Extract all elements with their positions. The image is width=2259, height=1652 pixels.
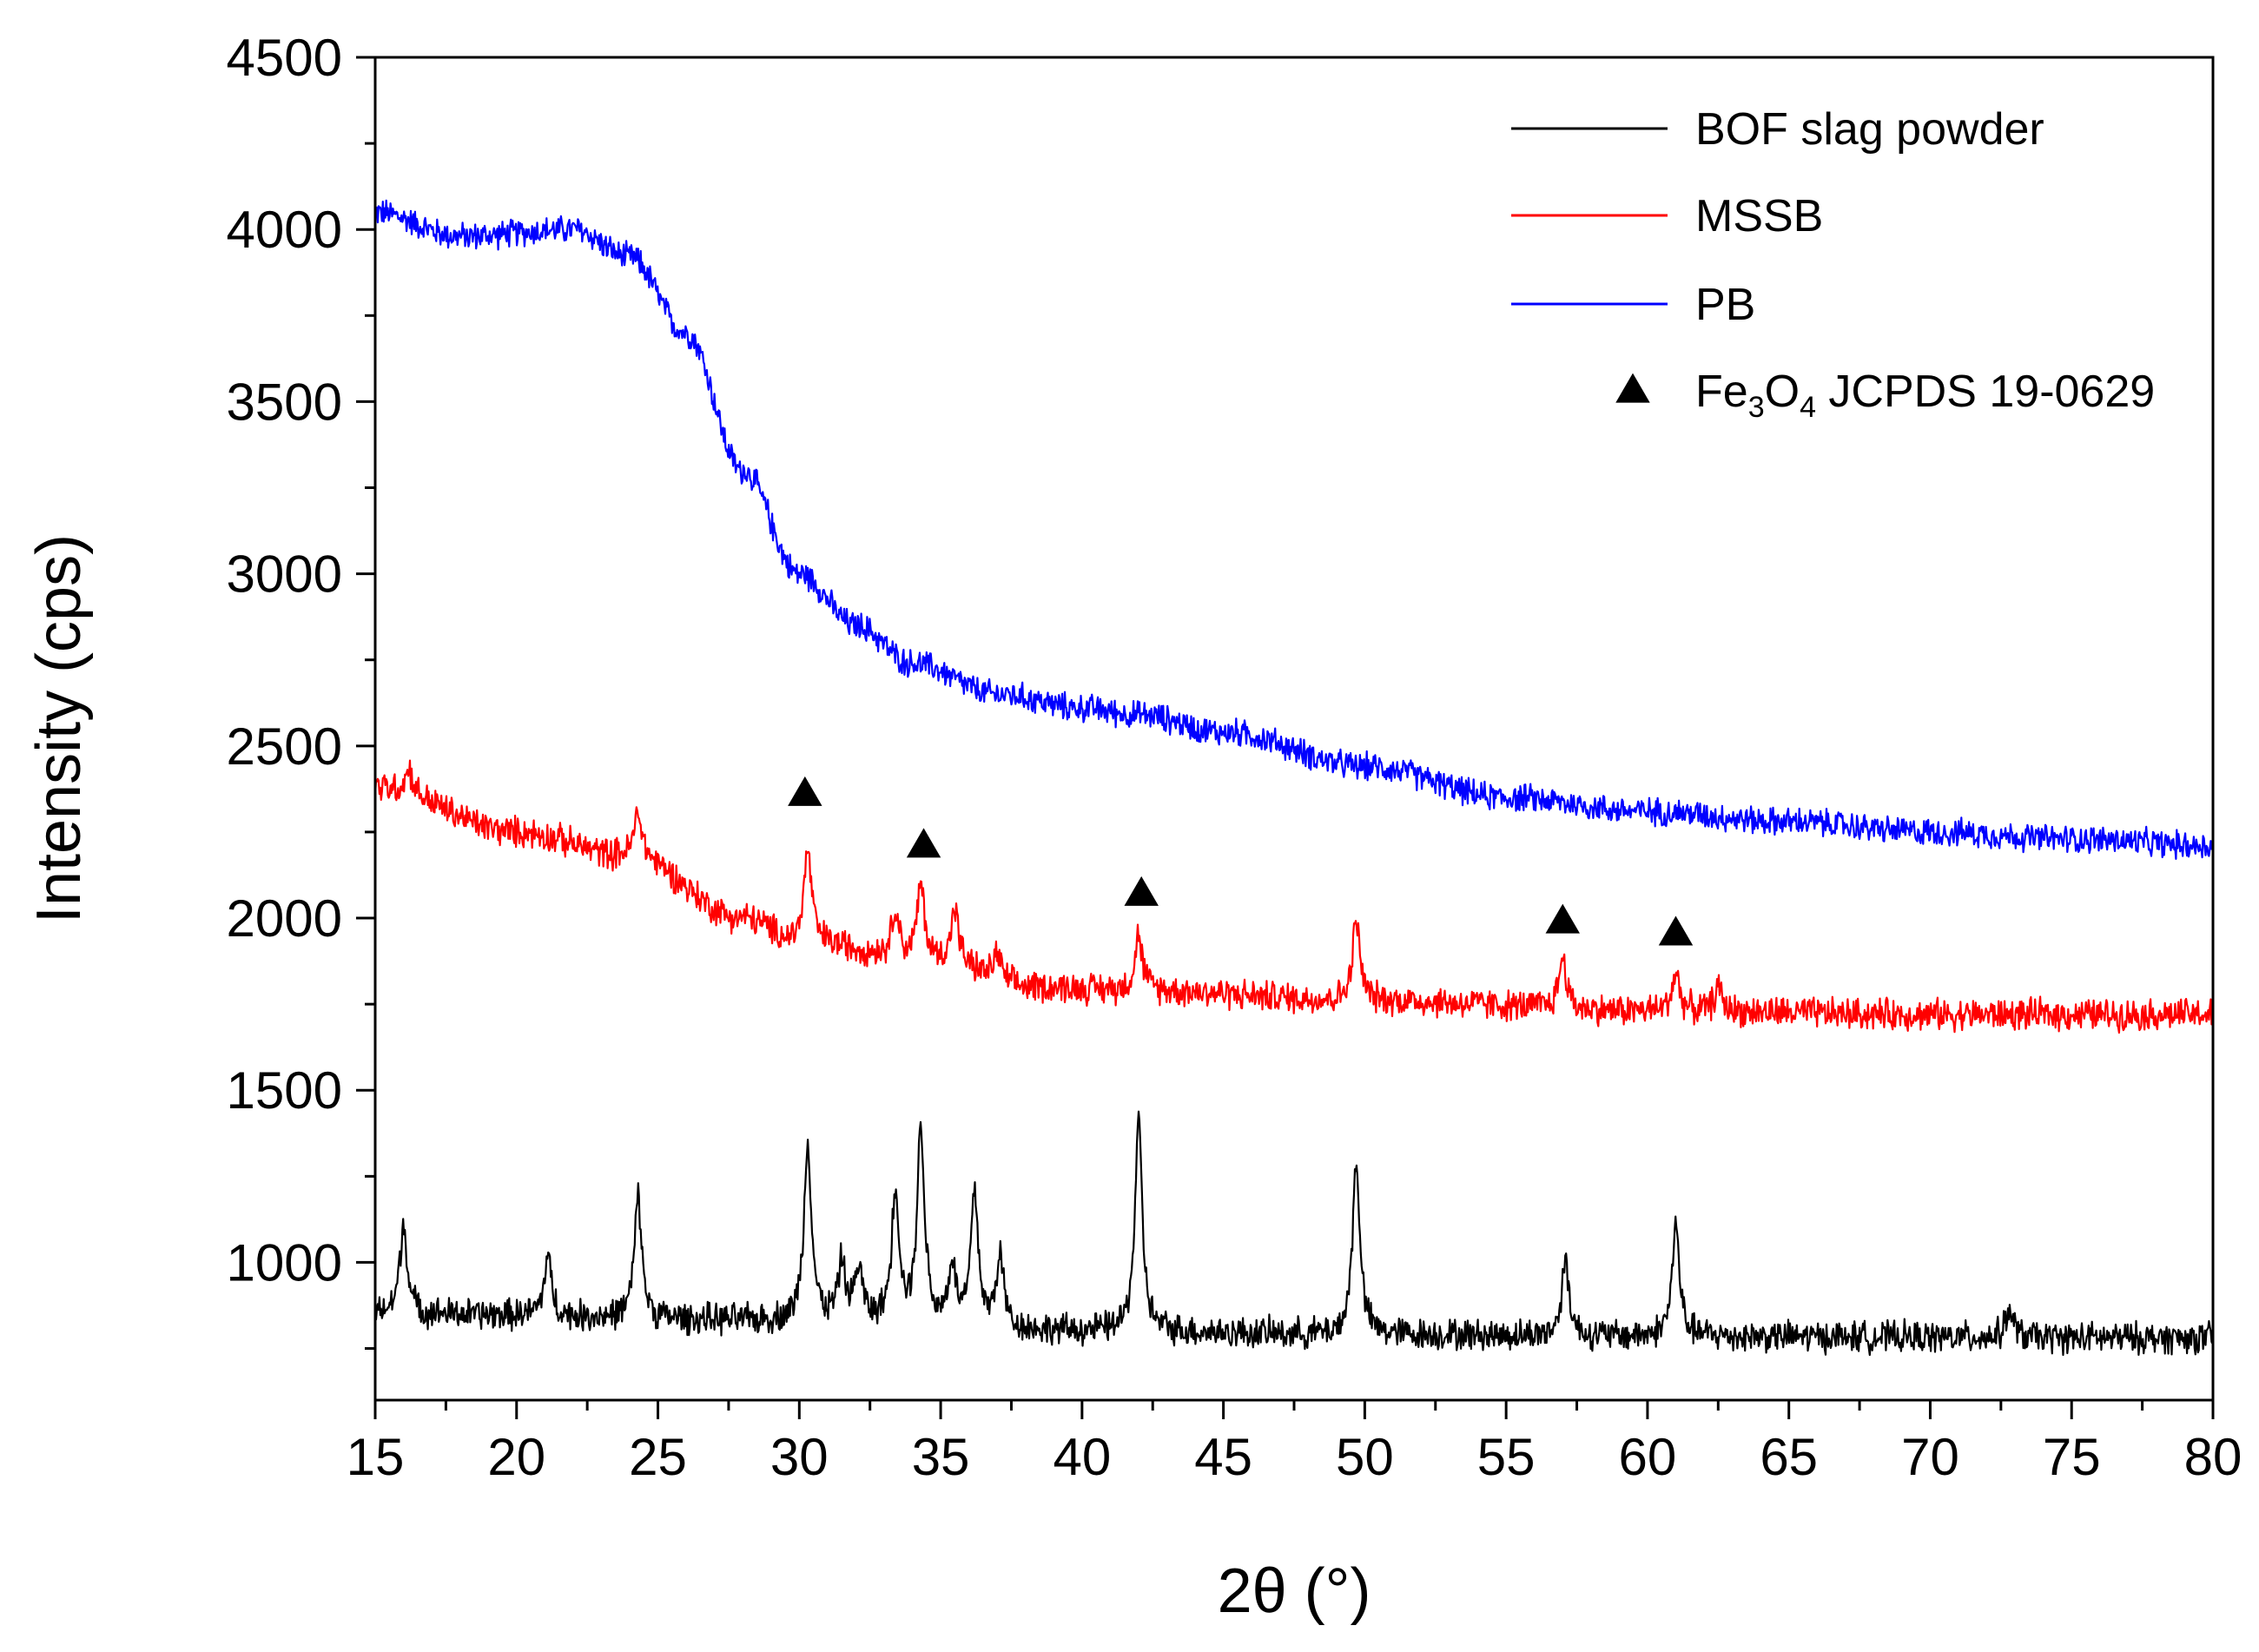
x-tick-label: 65: [1760, 1428, 1818, 1486]
x-axis-title: 2θ (°): [1218, 1556, 1371, 1626]
legend-sub-3: 3: [1748, 391, 1765, 424]
legend-label-fe3o4: Fe3O4 JCPDS 19-0629: [1695, 367, 2155, 424]
y-tick-label: 1000: [227, 1233, 342, 1292]
fe3o4-peak-marker: [1545, 903, 1580, 934]
x-tick-label: 45: [1194, 1428, 1252, 1486]
fe3o4-peak-marker: [1658, 915, 1694, 946]
y-tick-label: 3500: [227, 373, 342, 431]
series-bof-slag-powder: [373, 1110, 2214, 1357]
series-layer: [373, 199, 2214, 1357]
x-tick-label: 40: [1053, 1428, 1111, 1486]
marker-layer: [788, 776, 1694, 946]
fe3o4-peak-marker: [906, 828, 941, 858]
y-tick-label: 3000: [227, 545, 342, 604]
tick-layer: 15 20 25 30 35 40 45 50 55 60 65 70 75 80 1000 1500 2000…: [227, 29, 2242, 1486]
series-mssb: [373, 759, 2214, 1034]
legend-triangle-icon: [1615, 373, 1650, 403]
series-pb: [374, 199, 2214, 860]
legend: BOF slag powder MSSB PB Fe3O4 JCPDS 19-0…: [1511, 104, 2155, 424]
x-tick-label: 15: [347, 1428, 405, 1486]
y-tick-label: 1500: [227, 1061, 342, 1120]
legend-fe: Fe: [1695, 367, 1748, 417]
y-tick-label: 2000: [227, 889, 342, 948]
plot-frame: [373, 56, 2215, 1402]
x-tick-label: 25: [629, 1428, 687, 1486]
x-tick-label: 30: [770, 1428, 829, 1486]
x-tick-label: 35: [912, 1428, 970, 1486]
x-tick-label: 20: [487, 1428, 545, 1486]
x-tick-label: 55: [1477, 1428, 1536, 1486]
x-tick-label: 75: [2043, 1428, 2101, 1486]
y-tick-label: 4000: [227, 201, 342, 259]
x-tick-label: 70: [1901, 1428, 1959, 1486]
legend-label-mssb: MSSB: [1695, 191, 1823, 241]
x-tick-label: 80: [2184, 1428, 2242, 1486]
legend-label-pb: PB: [1695, 280, 1755, 330]
legend-o: O: [1765, 367, 1800, 417]
y-tick-label: 4500: [227, 29, 342, 87]
fe3o4-peak-marker: [1124, 876, 1159, 906]
y-axis-title: Intensity (cps): [24, 534, 94, 923]
legend-jcpds: JCPDS 19-0629: [1816, 367, 2155, 417]
fe3o4-peak-marker: [788, 776, 822, 806]
x-tick-label: 50: [1336, 1428, 1394, 1486]
legend-label-bof: BOF slag powder: [1695, 104, 2044, 155]
x-tick-label: 60: [1619, 1428, 1677, 1486]
legend-sub-4: 4: [1800, 391, 1816, 424]
y-tick-label: 2500: [227, 717, 342, 776]
